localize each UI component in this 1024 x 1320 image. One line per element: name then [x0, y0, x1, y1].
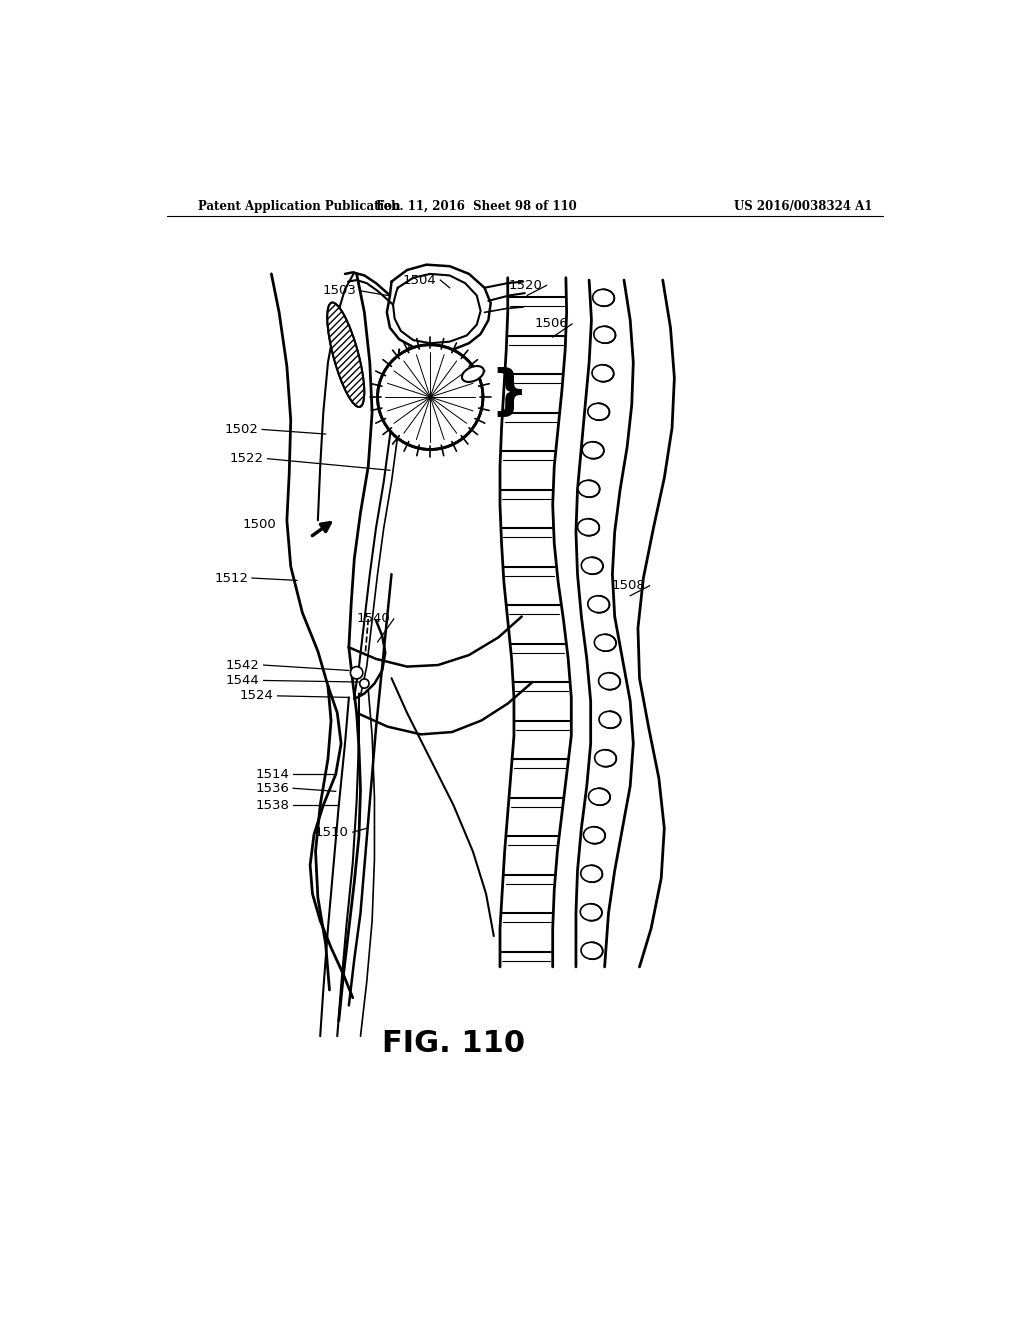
Text: 1503: 1503 — [323, 284, 356, 297]
Ellipse shape — [462, 366, 483, 381]
Text: US 2016/0038324 A1: US 2016/0038324 A1 — [733, 199, 872, 213]
Circle shape — [359, 678, 369, 688]
Ellipse shape — [588, 403, 609, 420]
Text: 1514: 1514 — [255, 768, 289, 781]
Ellipse shape — [581, 904, 602, 921]
Text: 1500: 1500 — [243, 517, 276, 531]
Ellipse shape — [588, 595, 609, 612]
Ellipse shape — [584, 826, 605, 843]
Text: 1506: 1506 — [535, 317, 568, 330]
Ellipse shape — [594, 634, 616, 651]
Ellipse shape — [328, 302, 365, 407]
Text: FIG. 110: FIG. 110 — [382, 1030, 525, 1059]
Text: 1536: 1536 — [255, 781, 289, 795]
Circle shape — [378, 345, 483, 449]
Text: 1522: 1522 — [229, 453, 263, 465]
Ellipse shape — [578, 519, 599, 536]
Ellipse shape — [582, 557, 603, 574]
Text: 1512: 1512 — [214, 572, 248, 585]
Ellipse shape — [578, 480, 600, 498]
Ellipse shape — [599, 711, 621, 729]
Text: 1502: 1502 — [224, 422, 258, 436]
Text: 1510: 1510 — [315, 825, 349, 838]
Ellipse shape — [581, 865, 602, 882]
Text: 1524: 1524 — [240, 689, 273, 702]
Ellipse shape — [592, 364, 613, 381]
Ellipse shape — [599, 673, 621, 690]
Text: Feb. 11, 2016  Sheet 98 of 110: Feb. 11, 2016 Sheet 98 of 110 — [377, 199, 578, 213]
Text: 1540: 1540 — [356, 612, 390, 626]
Ellipse shape — [583, 442, 604, 459]
Text: 1544: 1544 — [226, 675, 260, 686]
Text: 1542: 1542 — [226, 659, 260, 672]
Ellipse shape — [328, 302, 365, 407]
Ellipse shape — [589, 788, 610, 805]
Text: 1504: 1504 — [402, 273, 436, 286]
Text: 1508: 1508 — [612, 579, 646, 593]
Text: }: } — [490, 367, 528, 420]
Text: 1520: 1520 — [509, 279, 543, 292]
Ellipse shape — [594, 326, 615, 343]
Ellipse shape — [593, 289, 614, 306]
Ellipse shape — [595, 750, 616, 767]
Text: 1538: 1538 — [255, 799, 289, 812]
Circle shape — [350, 667, 362, 678]
Ellipse shape — [581, 942, 603, 960]
Text: Patent Application Publication: Patent Application Publication — [198, 199, 400, 213]
